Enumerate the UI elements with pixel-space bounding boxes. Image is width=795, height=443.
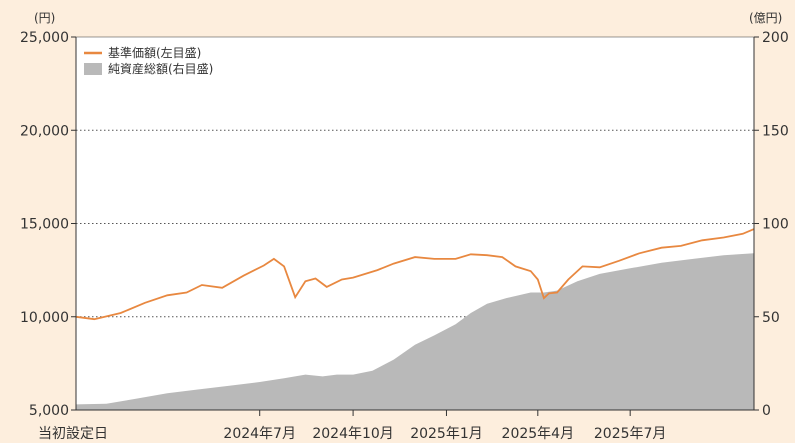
x-tick-label: 2025年7月 [594,426,667,442]
right-tick-label: 200 [762,30,789,46]
x-tick-label: 2024年7月 [223,426,296,442]
x-tick-label: 2024年10月 [312,426,393,442]
legend-label-nav: 基準価額(左目盛) [108,45,201,60]
x-axis-ticks: 当初設定日 2024年7月 2024年10月 2025年1月 2025年4月 2025年7… [38,410,666,442]
nav-line [75,228,755,321]
right-tick-label: 50 [762,310,780,326]
right-tick-label: 100 [762,217,789,233]
left-tick-label: 10,000 [20,310,69,326]
right-axis-ticks: 0 50 100 150 200 [754,30,789,419]
legend-label-aum: 純資産総額(右目盛) [108,61,213,76]
x-tick-label: 当初設定日 [38,425,108,442]
legend-swatch-aum [84,63,102,75]
left-tick-label: 25,000 [20,30,69,46]
legend: 基準価額(左目盛) 純資産総額(右目盛) [84,45,213,76]
left-tick-label: 15,000 [20,217,69,233]
aum-area [76,253,754,410]
left-tick-label: 20,000 [20,123,69,139]
right-tick-label: 0 [762,403,771,419]
right-axis-unit: (億円) [749,11,782,25]
left-tick-label: 5,000 [29,403,69,419]
x-tick-label: 2025年4月 [502,426,575,442]
x-tick-label: 2025年1月 [410,426,483,442]
left-axis-ticks: 5,000 10,000 15,000 20,000 25,000 [20,30,76,419]
right-tick-label: 150 [762,123,789,139]
left-axis-unit: (円) [34,11,55,25]
